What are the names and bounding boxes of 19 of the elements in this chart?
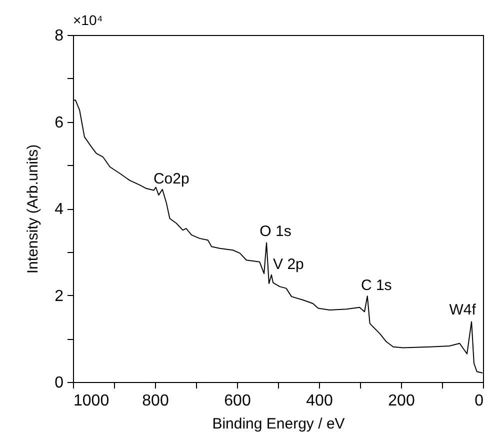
text: ×10⁴: [73, 12, 103, 28]
annotation: W4f: [449, 302, 477, 319]
x-tick-label: 1000: [74, 392, 110, 410]
annotation: Co2p: [153, 170, 190, 188]
y-axis-title: Intensity (Arb.units): [24, 144, 42, 274]
x-tick-label: 600: [224, 392, 251, 410]
annotation: C 1s: [360, 277, 392, 294]
x-tick-label: 400: [306, 392, 333, 410]
x-axis-title: Binding Energy / eV: [212, 416, 345, 432]
annotation: O 1s: [260, 222, 292, 240]
y-tick-label: 8: [54, 28, 64, 44]
y-tick-label: 2: [54, 288, 64, 305]
x-tick-label: 800: [142, 392, 169, 410]
x-tick-label: 0: [474, 392, 484, 410]
x-tick-label: 200: [388, 392, 415, 410]
annotation: V 2p: [273, 256, 304, 273]
y-tick-label: 6: [54, 114, 64, 132]
y-tick-label: 0: [54, 374, 64, 392]
y-tick-label: 4: [54, 201, 64, 218]
